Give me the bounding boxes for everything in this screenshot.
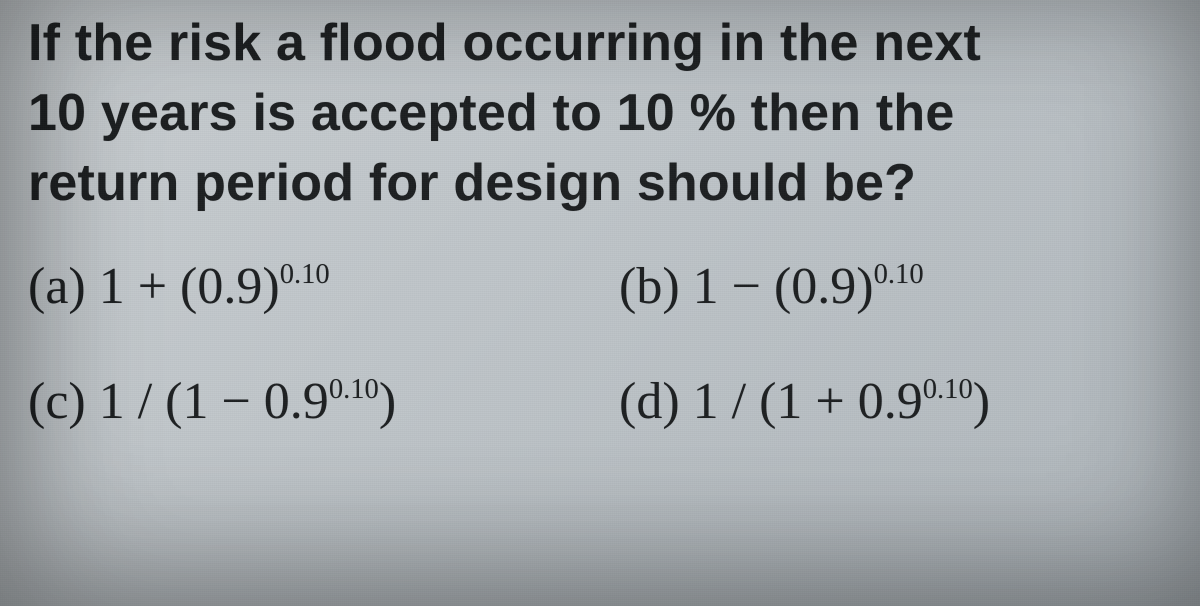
question-line-1: If the risk a flood occurring in the nex… xyxy=(28,14,981,72)
option-d-label: (d) xyxy=(619,373,680,430)
option-a-prefix: 1 + (0.9) xyxy=(99,258,280,315)
option-d: (d) 1 / (1 + 0.90.10) xyxy=(619,372,1180,431)
option-c-label: (c) xyxy=(28,373,86,430)
option-c-prefix: 1 / (1 − 0.9 xyxy=(99,373,329,430)
option-b-prefix: 1 − (0.9) xyxy=(693,258,874,315)
question-block: If the risk a flood occurring in the nex… xyxy=(28,8,1180,431)
option-a-exp: 0.10 xyxy=(280,259,330,290)
question-line-2: 10 years is accepted to 10 % then the xyxy=(28,84,954,142)
option-d-prefix: 1 / (1 + 0.9 xyxy=(693,373,923,430)
option-a: (a) 1 + (0.9)0.10 xyxy=(28,257,589,316)
option-b-label: (b) xyxy=(619,258,680,315)
options-grid: (a) 1 + (0.9)0.10 (b) 1 − (0.9)0.10 (c) … xyxy=(28,257,1180,431)
question-text: If the risk a flood occurring in the nex… xyxy=(28,8,1180,219)
option-a-label: (a) xyxy=(28,258,86,315)
option-d-suffix: ) xyxy=(973,373,990,430)
option-b: (b) 1 − (0.9)0.10 xyxy=(619,257,1180,316)
option-d-exp: 0.10 xyxy=(923,374,973,405)
option-c-suffix: ) xyxy=(379,373,396,430)
option-c: (c) 1 / (1 − 0.90.10) xyxy=(28,372,589,431)
question-line-3: return period for design should be? xyxy=(28,154,916,212)
option-c-exp: 0.10 xyxy=(329,374,379,405)
option-b-exp: 0.10 xyxy=(874,259,924,290)
